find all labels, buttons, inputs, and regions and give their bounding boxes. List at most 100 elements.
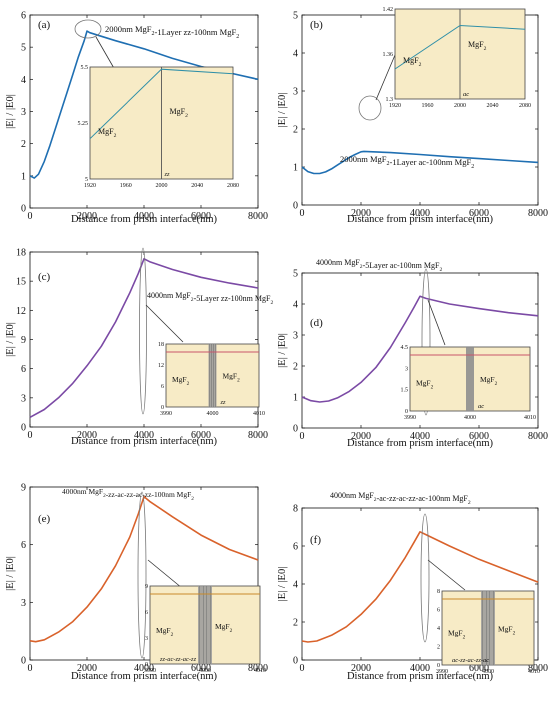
inset-x-tick-label: 4000 bbox=[199, 668, 211, 674]
inset-x-tick-label: 4000 bbox=[464, 415, 476, 421]
interface-band bbox=[198, 586, 212, 664]
interface-band bbox=[481, 591, 495, 665]
y-axis-label: |E| / |E0| bbox=[277, 567, 288, 602]
y-tick-label: 4 bbox=[293, 300, 298, 311]
x-tick-label: 6000 bbox=[191, 430, 211, 441]
y-tick-label: 15 bbox=[16, 277, 26, 288]
inset-y-tick-label: 5 bbox=[85, 177, 88, 183]
inset-material-left: MgF2 bbox=[172, 375, 190, 387]
inset-zoom: 3990 4000 4010 0 3 6 9 MgF2 MgF2 zz-ac-zz-ac-zz bbox=[144, 584, 266, 674]
interface-label: zz bbox=[164, 171, 171, 178]
inset-y-tick-label: 3 bbox=[145, 636, 148, 642]
y-tick-label: 4 bbox=[293, 580, 298, 591]
y-tick-label: 0 bbox=[21, 423, 26, 434]
x-axis-label: Distance from prism interface(nm) bbox=[71, 436, 218, 447]
x-tick-label: 2000 bbox=[351, 431, 371, 442]
interface-label: ac bbox=[463, 91, 469, 98]
x-tick-label: 8000 bbox=[248, 430, 268, 441]
y-tick-label: 5 bbox=[293, 11, 298, 22]
x-tick-label: 0 bbox=[28, 430, 33, 441]
x-tick-label: 4000 bbox=[134, 663, 154, 674]
zoom-ellipse bbox=[358, 95, 382, 121]
x-tick-label: 4000 bbox=[410, 431, 430, 442]
panel-a: 0 2000 4000 6000 8000 0 1 2 3 4 5 6 Distance from pr… bbox=[5, 11, 268, 226]
zoom-ellipse bbox=[421, 268, 431, 416]
inset-x-tick-label: 4010 bbox=[254, 668, 266, 674]
inset-material-left: MgF2 bbox=[448, 628, 466, 640]
x-axis-label: Distance from prism interface(nm) bbox=[347, 438, 494, 449]
inset-material-right: MgF2 bbox=[223, 372, 241, 384]
inset-zoom: 3990 4000 4010 0 1.5 3 4.5 MgF2 MgF2 ac bbox=[401, 345, 537, 421]
y-axis-label: |E| / |E0| bbox=[5, 94, 16, 129]
inset-material-left: MgF2 bbox=[98, 127, 117, 139]
panel-c: 0 2000 4000 6000 8000 0 3 6 9 12 15 18 Distance from… bbox=[5, 248, 273, 448]
y-tick-label: 5 bbox=[21, 43, 26, 54]
x-axis-label: Distance from prism interface(nm) bbox=[71, 214, 218, 225]
structure-annotation: 2000nm MgF2-1Layer zz-100nm MgF2 bbox=[105, 24, 239, 40]
series-line bbox=[301, 295, 539, 403]
y-tick-label: 3 bbox=[293, 87, 298, 98]
x-tick-label: 8000 bbox=[248, 663, 268, 674]
y-tick-label: 9 bbox=[21, 483, 26, 494]
y-axis-label: |E| / |E0| bbox=[277, 333, 288, 368]
inset-curve bbox=[394, 24, 526, 70]
y-tick-label: 1 bbox=[293, 393, 298, 404]
inset-x-tick-label: 2000 bbox=[156, 183, 168, 189]
inset-zoom: 3990 4000 4010 0 2 4 6 8 MgF2 MgF2 ac-zz-ac-zz-ac bbox=[436, 589, 540, 675]
inset-y-tick-label: 18 bbox=[158, 342, 164, 348]
inset-y-tick-label: 4 bbox=[437, 626, 440, 632]
inset-y-tick-label: 9 bbox=[145, 584, 148, 590]
structure-annotation: 4000nm MgF2-zz-ac-zz-ac-zz-100nm MgF2 bbox=[62, 487, 194, 502]
zoom-ellipse bbox=[74, 19, 102, 39]
y-tick-label: 9 bbox=[21, 335, 26, 346]
inset-x-tick-label: 1920 bbox=[389, 103, 401, 109]
x-tick-label: 8000 bbox=[248, 211, 268, 222]
inset-material-left: MgF2 bbox=[416, 378, 434, 390]
y-tick-label: 2 bbox=[293, 125, 298, 136]
x-axis-label: Distance from prism interface(nm) bbox=[347, 671, 494, 682]
y-tick-label: 6 bbox=[21, 11, 26, 22]
x-axis-label: Distance from prism interface(nm) bbox=[347, 214, 494, 225]
x-tick-label: 6000 bbox=[191, 663, 211, 674]
inset-zoom: 3990 4000 4010 0 6 12 18 MgF2 MgF2 zz bbox=[158, 342, 265, 417]
inset-y-tick-label: 0 bbox=[437, 663, 440, 669]
y-tick-label: 6 bbox=[21, 540, 26, 551]
x-tick-label: 6000 bbox=[191, 211, 211, 222]
x-tick-label: 8000 bbox=[528, 208, 548, 219]
panel-label: (e) bbox=[38, 513, 51, 525]
inset-y-tick-label: 12 bbox=[158, 363, 164, 369]
zoom-leader bbox=[427, 559, 466, 591]
zoom-ellipse bbox=[137, 491, 147, 659]
x-tick-label: 0 bbox=[28, 663, 33, 674]
y-tick-label: 2 bbox=[293, 362, 298, 373]
inset-x-tick-label: 2080 bbox=[519, 103, 531, 109]
y-tick-label: 2 bbox=[21, 139, 26, 150]
inset-x-tick-label: 3990 bbox=[436, 669, 448, 675]
x-tick-label: 0 bbox=[300, 208, 305, 219]
zoom-ellipse bbox=[420, 513, 430, 643]
inset-y-tick-label: 2 bbox=[437, 645, 440, 651]
x-tick-label: 4000 bbox=[410, 208, 430, 219]
series-line bbox=[29, 495, 259, 643]
structure-annotation: 4000nm MgF2-ac-zz-ac-zz-ac-100nm MgF2 bbox=[330, 491, 471, 506]
inset-x-tick-label: 4010 bbox=[528, 669, 540, 675]
inset-y-tick-label: 6 bbox=[437, 608, 440, 614]
inset-x-tick-label: 3990 bbox=[404, 415, 416, 421]
interface-band bbox=[208, 344, 217, 407]
y-axis-label: |E| / |E0| bbox=[5, 322, 16, 357]
x-tick-label: 2000 bbox=[77, 211, 97, 222]
panel-d: 0 2000 4000 6000 8000 0 1 2 3 4 5 Distance from pri… bbox=[277, 258, 548, 449]
inset-y-tick-label: 5.5 bbox=[81, 65, 89, 71]
inset-y-tick-label: 0 bbox=[161, 405, 164, 411]
x-tick-label: 0 bbox=[300, 431, 305, 442]
inset-x-tick-label: 4000 bbox=[482, 669, 494, 675]
y-tick-label: 0 bbox=[293, 201, 298, 212]
x-tick-label: 2000 bbox=[77, 430, 97, 441]
x-tick-label: 4000 bbox=[134, 430, 154, 441]
x-tick-label: 2000 bbox=[351, 208, 371, 219]
inset-x-tick-label: 4000 bbox=[207, 411, 219, 417]
inset-x-tick-label: 1960 bbox=[120, 183, 132, 189]
inset-y-tick-label: 1.3 bbox=[386, 97, 394, 103]
inset-material-left: MgF2 bbox=[403, 56, 422, 68]
